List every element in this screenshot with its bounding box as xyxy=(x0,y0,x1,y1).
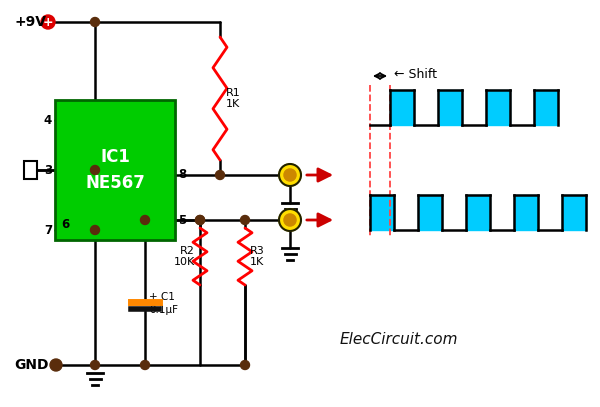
Circle shape xyxy=(41,15,55,29)
Circle shape xyxy=(196,215,205,225)
Bar xyxy=(24,161,37,179)
Text: 8: 8 xyxy=(178,168,186,182)
Text: + C1: + C1 xyxy=(149,292,175,302)
Circle shape xyxy=(215,171,224,179)
Circle shape xyxy=(279,209,301,231)
Circle shape xyxy=(140,215,149,225)
Text: 0.1μF: 0.1μF xyxy=(149,305,178,315)
Circle shape xyxy=(241,361,250,370)
Text: 7: 7 xyxy=(44,223,52,236)
Circle shape xyxy=(241,215,250,225)
Circle shape xyxy=(279,164,301,186)
Text: IC1
NE567: IC1 NE567 xyxy=(85,148,145,192)
Text: 4: 4 xyxy=(44,114,52,127)
Circle shape xyxy=(50,359,62,371)
Text: R3
1K: R3 1K xyxy=(250,246,265,267)
Circle shape xyxy=(284,169,296,181)
Text: 6: 6 xyxy=(61,219,69,232)
Circle shape xyxy=(140,361,149,370)
Text: 3: 3 xyxy=(44,164,52,177)
Text: 5: 5 xyxy=(178,214,186,227)
Circle shape xyxy=(284,214,296,226)
Text: R1
1K: R1 1K xyxy=(226,88,241,109)
Text: ← Shift: ← Shift xyxy=(394,68,437,81)
Text: +: + xyxy=(43,15,53,28)
Circle shape xyxy=(91,225,100,234)
Text: ElecCircuit.com: ElecCircuit.com xyxy=(340,333,458,348)
Text: R2
10K: R2 10K xyxy=(174,246,195,267)
Text: GND: GND xyxy=(14,358,49,372)
Circle shape xyxy=(91,18,100,26)
Circle shape xyxy=(196,215,205,225)
Text: +9V: +9V xyxy=(14,15,46,29)
Circle shape xyxy=(91,361,100,370)
Circle shape xyxy=(91,166,100,175)
Bar xyxy=(55,100,175,240)
